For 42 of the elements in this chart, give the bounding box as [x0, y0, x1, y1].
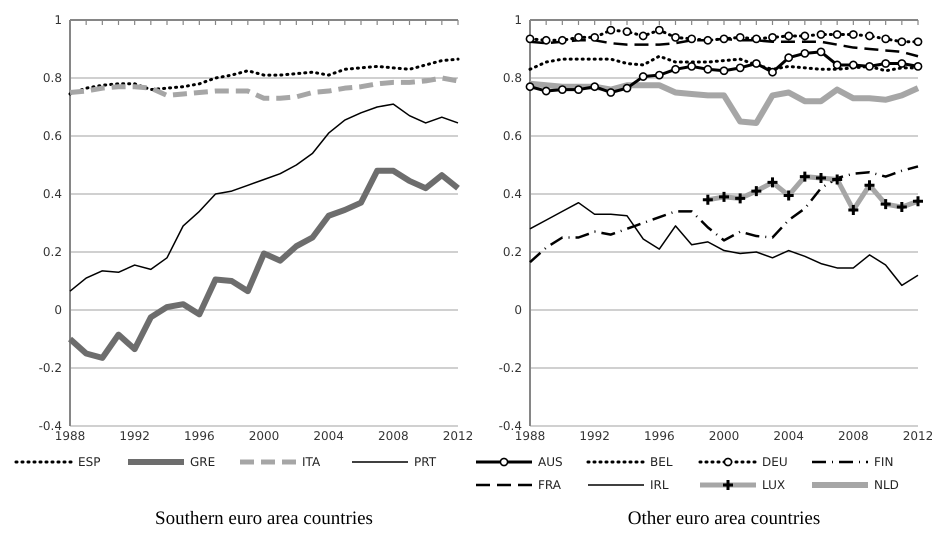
- y-tick-label: 0.6: [502, 129, 522, 144]
- x-tick-label: 1988: [514, 429, 546, 443]
- legend-label: PRT: [414, 455, 437, 470]
- y-tick-label: 0.8: [502, 71, 522, 86]
- x-tick-label: 2004: [313, 429, 344, 443]
- y-tick-label: 0: [514, 303, 522, 318]
- y-tick-label: 0.2: [42, 245, 62, 260]
- y-tick-label: 1: [54, 13, 62, 28]
- x-tick-label: 1992: [579, 429, 610, 443]
- legend-label: BEL: [650, 455, 673, 470]
- y-tick-label: 1: [514, 13, 522, 28]
- y-tick-label: 0: [54, 303, 62, 318]
- text: Other euro area countries: [628, 508, 820, 529]
- legend-label: AUS: [538, 455, 563, 470]
- x-tick-label: 1996: [184, 429, 215, 443]
- x-tick-label: 1996: [644, 429, 675, 443]
- y-tick-label: -0.2: [498, 361, 522, 376]
- x-tick-label: 1988: [54, 429, 86, 443]
- y-tick-label: 0.2: [502, 245, 522, 260]
- y-tick-label: 0.4: [502, 187, 522, 202]
- x-tick-label: 2008: [378, 429, 409, 443]
- legend-label: IRL: [650, 478, 669, 492]
- legend-label: ITA: [302, 455, 321, 470]
- x-tick-label: 2000: [708, 429, 740, 443]
- x-tick-label: 2000: [248, 429, 280, 443]
- y-tick-label: -0.2: [38, 361, 62, 376]
- legend-label: FRA: [538, 478, 562, 492]
- x-tick-label: 1992: [119, 429, 150, 443]
- x-tick-label: 2012: [902, 429, 934, 443]
- legend-label: NLD: [874, 478, 899, 492]
- legend-label: LUX: [762, 478, 786, 492]
- y-tick-label: 0.6: [42, 129, 62, 144]
- legend-label: ESP: [78, 455, 100, 470]
- legend-label: FIN: [874, 455, 894, 470]
- x-tick-label: 2008: [838, 429, 869, 443]
- legend-label: DEU: [762, 455, 788, 470]
- x-tick-label: 2004: [773, 429, 804, 443]
- text: Southern euro area countries: [155, 508, 373, 529]
- x-tick-label: 2012: [442, 429, 474, 443]
- y-tick-label: 0.4: [42, 187, 62, 202]
- y-tick-label: 0.8: [42, 71, 62, 86]
- legend-label: GRE: [190, 455, 216, 470]
